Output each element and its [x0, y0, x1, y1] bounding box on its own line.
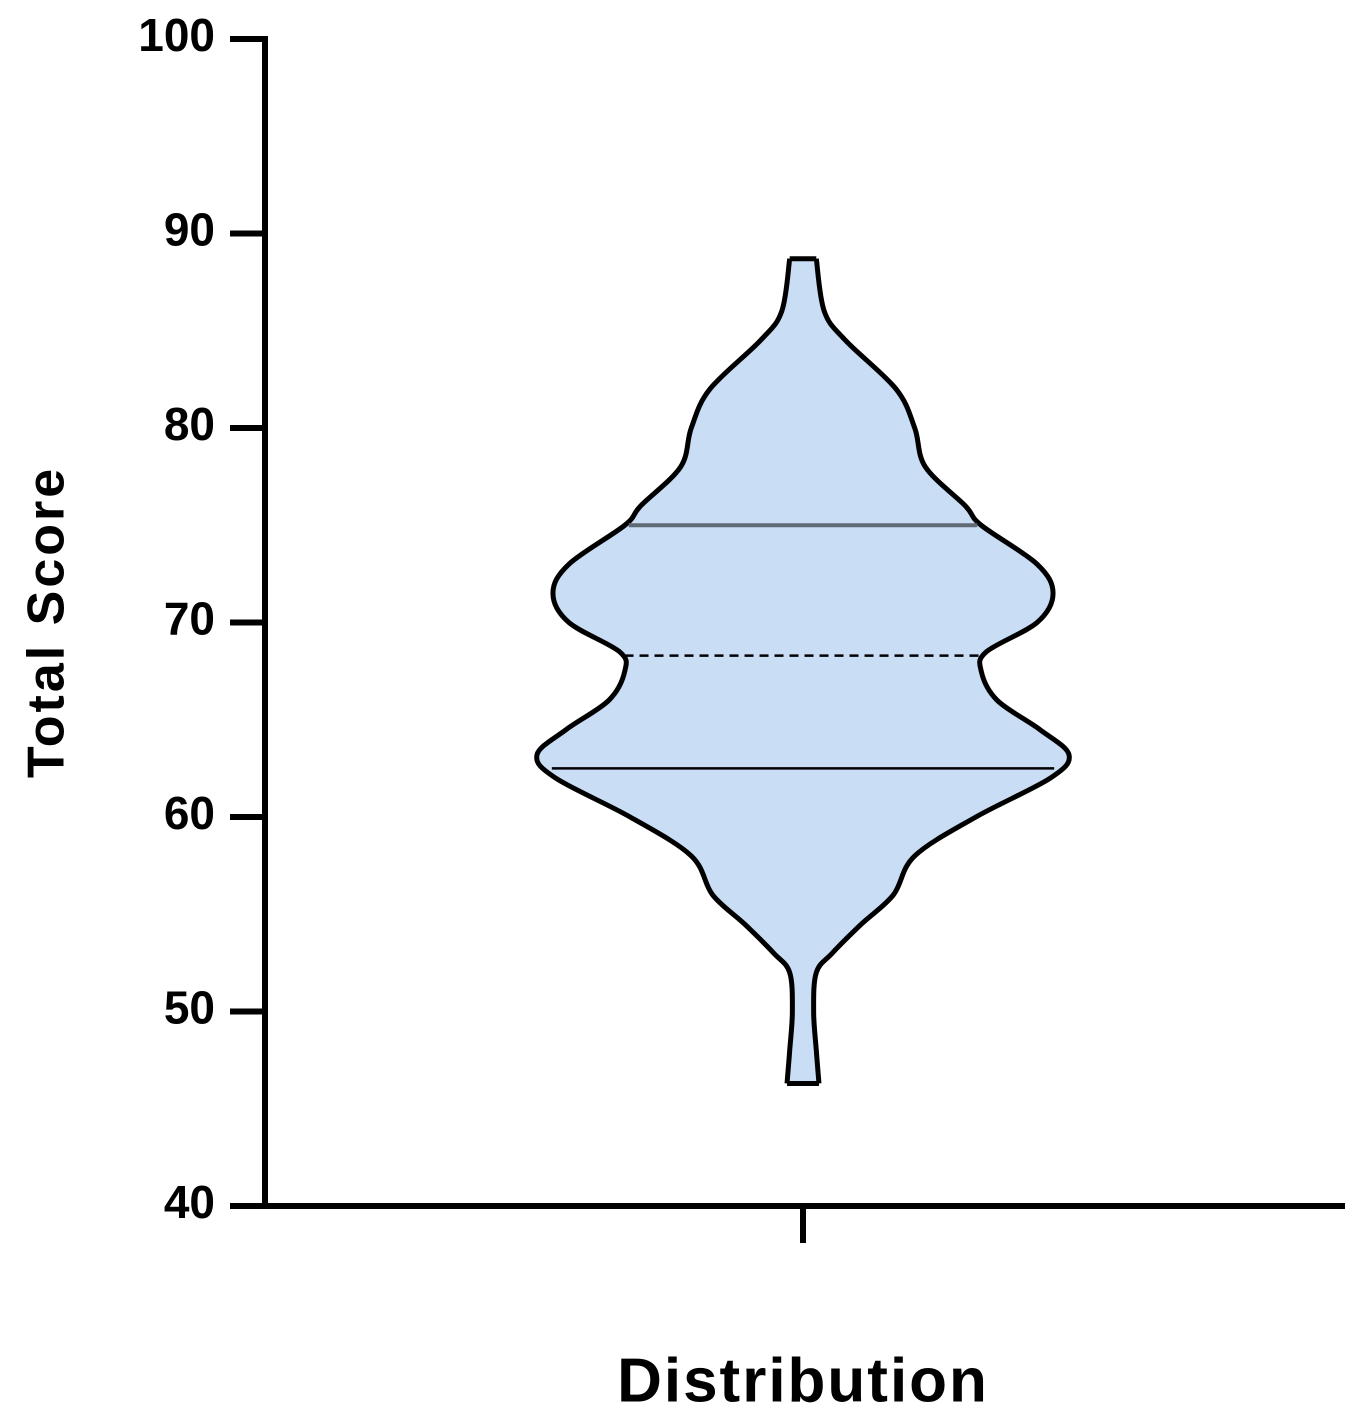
violin-half-fill [536, 258, 803, 1084]
y-tick-label: 50 [164, 982, 215, 1034]
y-tick-label: 80 [164, 398, 215, 450]
y-tick-label: 70 [164, 593, 215, 645]
y-axis-title: Total Score [18, 466, 76, 778]
y-tick-label: 90 [164, 204, 215, 256]
y-tick-label: 60 [164, 787, 215, 839]
violin-half-fill [803, 258, 1070, 1084]
violin-outline [811, 258, 1072, 1084]
y-tick-label: 40 [164, 1176, 215, 1228]
x-axis-title: Distribution [617, 1346, 989, 1415]
y-tick-label: 100 [138, 9, 215, 61]
violin-outline [534, 258, 795, 1084]
